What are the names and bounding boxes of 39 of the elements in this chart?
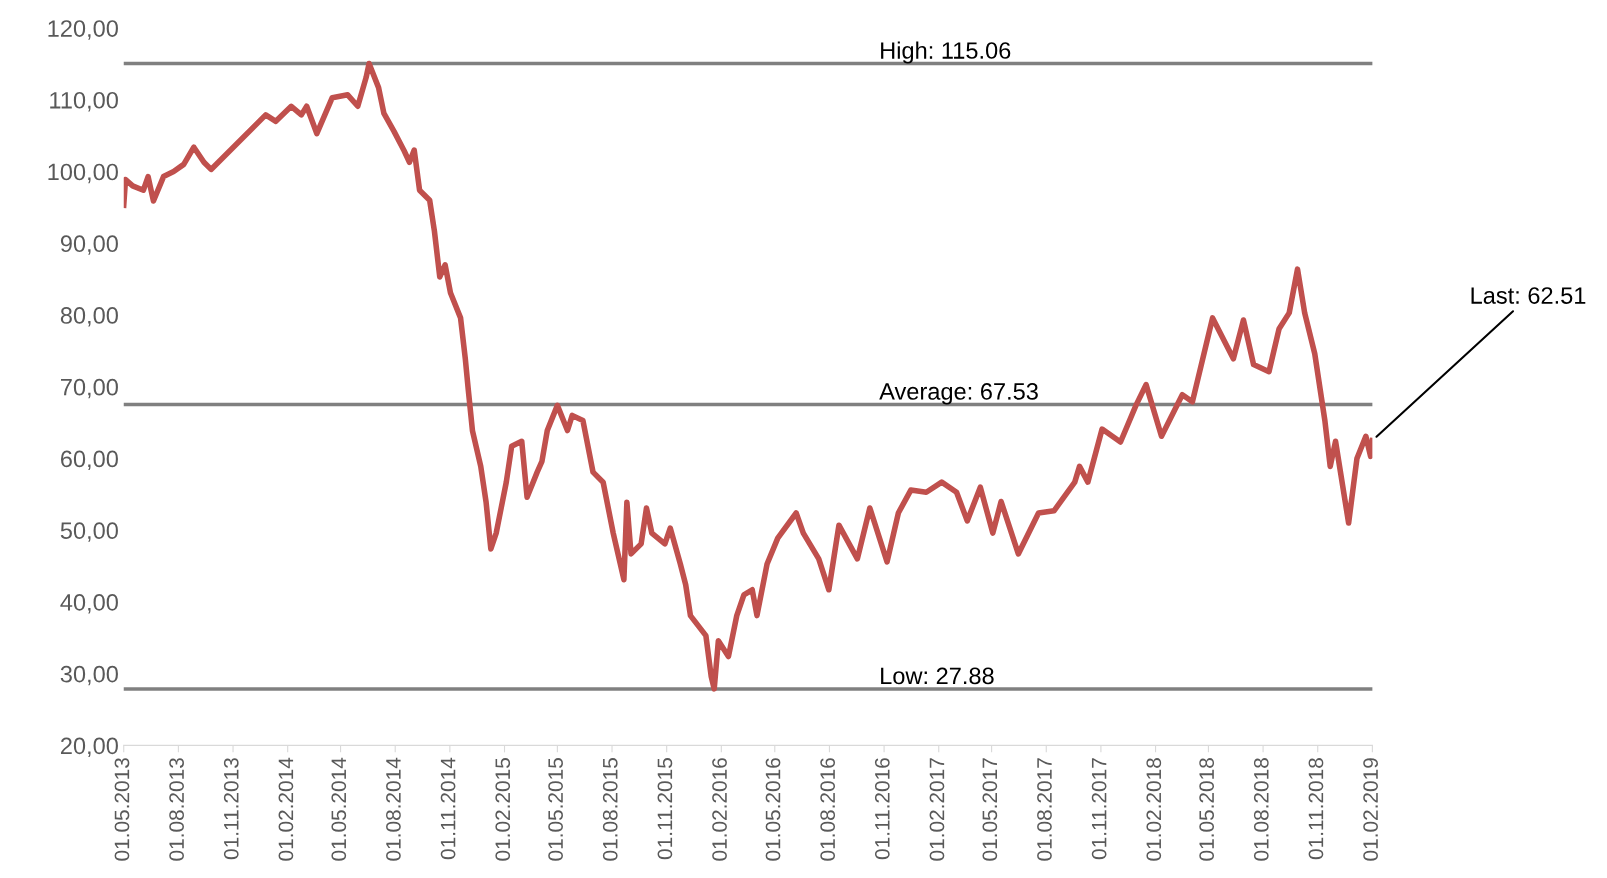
x-tick-label: 01.11.2014 bbox=[440, 757, 456, 860]
x-tick-label: 01.02.2019 bbox=[1363, 758, 1378, 861]
x-tick-label: 01.05.2017 bbox=[982, 758, 998, 861]
y-tick-label: 90,00 bbox=[60, 235, 118, 255]
x-tick-label: 01.02.2015 bbox=[495, 758, 511, 861]
x-tick-label: 01.05.2018 bbox=[1199, 758, 1215, 861]
x-tick-label: 01.05.2014 bbox=[331, 757, 347, 861]
x-tick-label: 01.05.2015 bbox=[548, 758, 563, 861]
x-tick-label: 01.11.2015 bbox=[657, 758, 673, 860]
y-tick-label: 50,00 bbox=[60, 522, 118, 542]
x-tick-label: 01.05.2013 bbox=[114, 758, 130, 861]
x-tick-label: 01.11.2017 bbox=[1091, 758, 1107, 860]
x-tick-label: 01.08.2017 bbox=[1037, 758, 1052, 861]
y-tick-label: 70,00 bbox=[61, 378, 118, 399]
y-tick-label: 30,00 bbox=[60, 665, 118, 686]
y-tick-label: 80,00 bbox=[60, 307, 118, 327]
x-tick-label: 01.02.2017 bbox=[929, 758, 945, 861]
x-tick-label: 01.02.2016 bbox=[712, 758, 727, 861]
x-tick-label: 01.11.2016 bbox=[874, 758, 890, 860]
x-tick-label: 01.08.2018 bbox=[1253, 758, 1269, 861]
x-tick-label: 01.02.2014 bbox=[278, 757, 294, 861]
x-tick-label: 01.11.2013 bbox=[223, 758, 239, 860]
x-tick-label: 01.02.2018 bbox=[1146, 758, 1162, 861]
y-tick-label: 20,00 bbox=[60, 737, 118, 757]
x-tick-label: 01.08.2016 bbox=[820, 758, 836, 861]
y-tick-label: 110,00 bbox=[50, 91, 118, 112]
annotation: Last: 62.51 bbox=[1471, 287, 1586, 304]
ref-line-label: Average: 67.53 bbox=[879, 383, 1038, 405]
y-tick-label: 120,00 bbox=[48, 20, 118, 40]
x-tick-label: 01.11.2018 bbox=[1308, 758, 1324, 860]
y-tick-label: 40,00 bbox=[60, 594, 118, 614]
x-tick-label: 01.08.2014 bbox=[386, 757, 401, 861]
y-tick-label: 60,00 bbox=[61, 450, 118, 471]
x-tick-label: 01.08.2015 bbox=[602, 758, 618, 861]
ref-line-label: High: 115.06 bbox=[881, 41, 1011, 64]
x-tick-label: 01.08.2013 bbox=[169, 758, 184, 861]
y-tick-label: 100,00 bbox=[48, 163, 118, 184]
ref-line-label: Low: 27.88 bbox=[881, 667, 994, 685]
x-tick-label: 01.05.2016 bbox=[765, 758, 781, 861]
